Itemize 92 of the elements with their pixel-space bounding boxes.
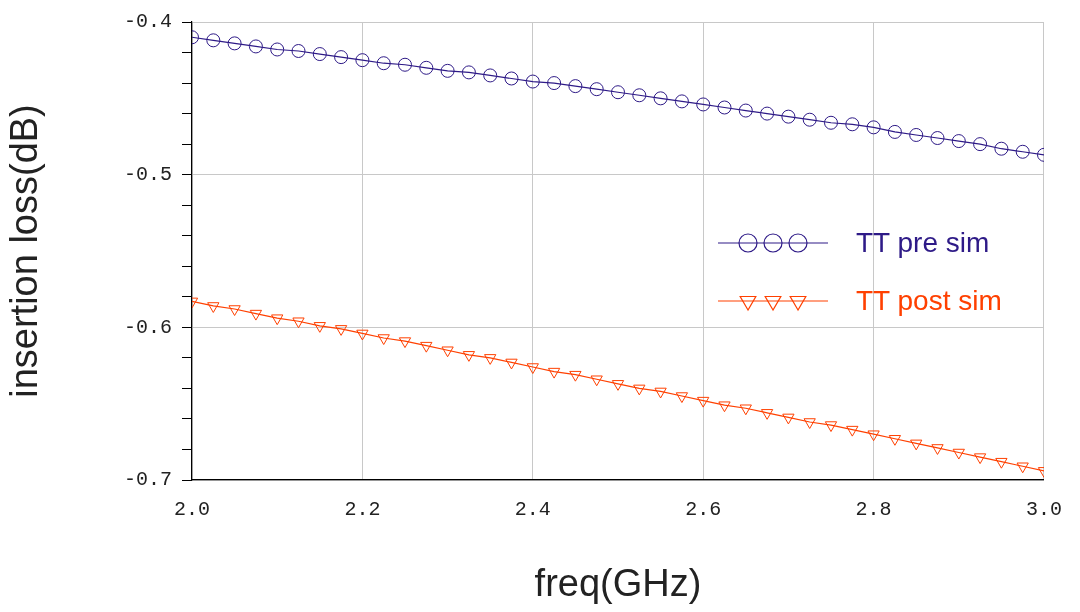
point [228,305,241,317]
x-tick-label: 2.6 [685,498,722,522]
point [697,396,710,408]
point [376,56,391,71]
legend-label: TT pre sim [856,227,990,259]
y-tick-label: -0.7 [123,468,172,492]
point [611,380,625,391]
point [994,141,1009,156]
x-tick-label: 2.8 [855,498,892,522]
point [504,71,519,86]
point [611,85,625,100]
point [568,79,583,94]
point [802,112,817,127]
point [738,103,753,118]
point [249,309,263,321]
point [398,57,412,72]
y-tick-label: -0.5 [123,162,172,186]
point [633,384,646,396]
point [461,65,476,80]
point [420,341,433,353]
point [484,354,497,365]
point [569,370,582,382]
point [930,131,945,146]
point [952,448,965,460]
point [653,91,668,106]
point [888,435,902,446]
point [995,457,1008,469]
point [291,44,306,59]
point [547,76,562,91]
point [547,367,561,379]
point [696,97,711,112]
point [505,358,518,370]
point [739,404,752,416]
point [356,329,369,341]
point [419,60,434,75]
point [632,88,647,103]
x-tick-label: 2.0 [173,498,211,522]
point [931,444,944,455]
point [526,363,539,375]
point [590,375,603,387]
point [270,42,285,57]
point [440,63,455,78]
point [760,409,774,420]
point [760,106,775,121]
point [355,53,370,68]
y-tick-label: -0.6 [123,315,172,339]
point [312,47,327,62]
point [674,94,689,109]
point [675,392,689,404]
point [313,322,326,333]
x-axis-title: freq(GHz) [534,561,702,604]
point [1016,462,1029,474]
point [377,334,390,346]
point [271,314,284,326]
point [207,302,220,313]
point [483,68,498,83]
point [845,117,860,132]
point [227,36,242,51]
point [718,401,731,413]
point [334,325,348,336]
point [334,50,349,65]
point [441,346,454,358]
point [654,387,667,399]
point [248,39,263,54]
point [973,453,987,465]
point [206,33,221,48]
point [398,337,412,349]
y-axis-title: insertion loss(dB) [3,104,46,398]
point [846,425,859,437]
x-tick-label: 2.4 [514,498,551,522]
point [717,100,732,115]
x-tick-label: 3.0 [1025,498,1062,522]
point [292,317,305,329]
point [782,413,795,425]
point [866,120,881,135]
point [781,109,796,124]
legend-label: TT post sim [856,285,1002,317]
y-tick-label: -0.4 [123,10,172,34]
point [525,74,540,89]
point [589,82,604,97]
point [909,127,924,142]
point [1015,144,1030,159]
x-tick-label: 2.2 [344,498,381,522]
point [951,134,966,149]
point [973,137,988,152]
point [910,439,923,451]
point [867,430,880,442]
point [462,351,476,362]
point [803,418,816,429]
point [887,124,902,139]
point [824,421,838,433]
point [824,115,838,130]
